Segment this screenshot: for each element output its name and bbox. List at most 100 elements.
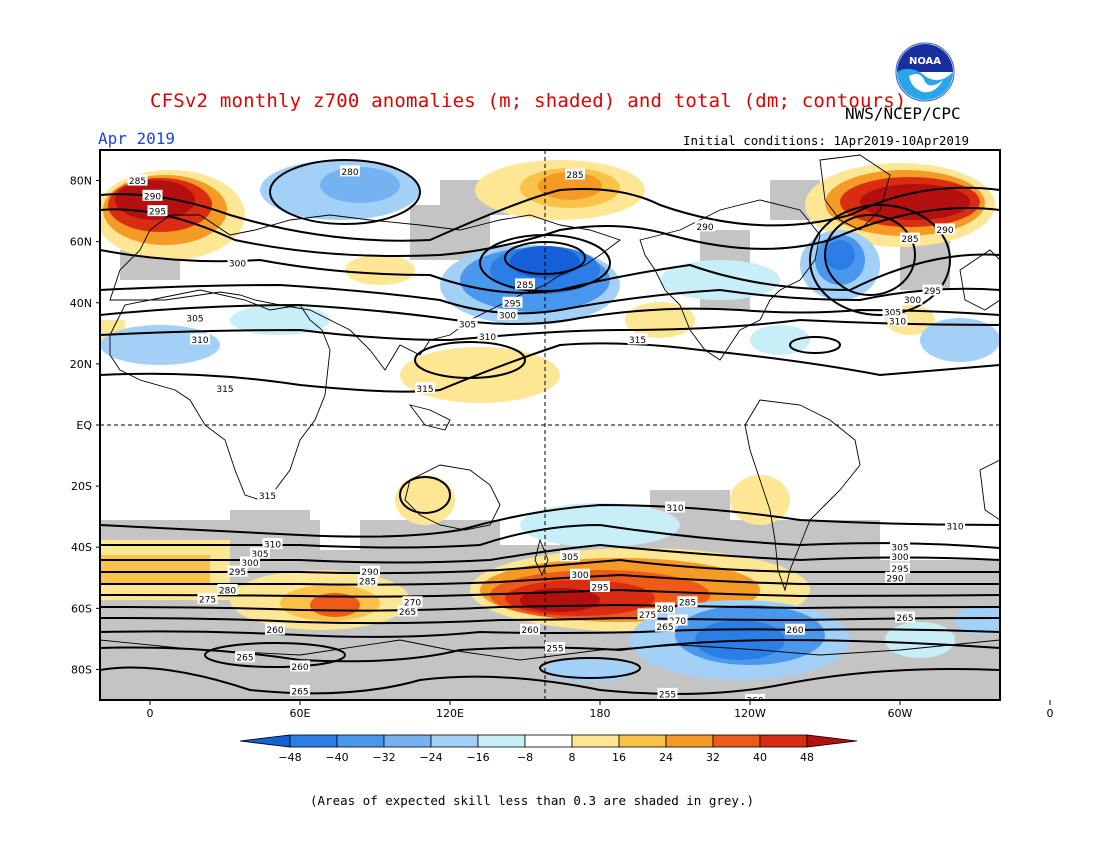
colorbar-swatch [336,734,385,748]
svg-text:290: 290 [886,574,903,584]
svg-text:305: 305 [561,553,578,563]
contour-label: 315 [215,382,235,395]
svg-text:295: 295 [229,568,246,578]
svg-text:280: 280 [341,168,358,178]
longitude-axis: 0 60E 120E 180 120W 60W 0 [147,700,1054,720]
contour-label: 310 [665,501,685,514]
svg-text:290: 290 [696,223,713,233]
svg-text:285: 285 [359,577,376,587]
svg-text:310: 310 [666,504,683,514]
svg-text:310: 310 [946,522,963,532]
svg-text:280: 280 [219,587,236,597]
colorbar-tick-label: −48 [278,751,301,764]
svg-text:265: 265 [291,687,308,697]
svg-text:260: 260 [786,626,803,636]
contour-label: 265 [235,651,255,664]
lat-tick-label: 40N [70,297,92,310]
contour-label: 290 [142,189,163,202]
lon-tick-label: 0 [147,707,154,720]
colorbar-tick-label: −8 [517,751,533,764]
skill-footnote: (Areas of expected skill less than 0.3 a… [310,793,755,808]
contour-label: 295 [502,296,523,309]
contour-label: 265 [290,684,310,697]
contour-label: 270 [667,614,688,627]
contour-label: 290 [360,565,380,578]
contour-label: 305 [890,541,910,554]
svg-text:265: 265 [896,614,913,624]
contour-label: 260 [520,623,540,636]
contour-label: 305 [882,305,903,318]
contour-label: 285 [565,168,585,181]
svg-text:295: 295 [149,208,166,218]
svg-text:270: 270 [669,617,686,627]
contour-label: 295 [227,565,248,578]
contour-label: 280 [655,602,675,615]
noaa-logo-icon: NOAA [895,42,955,102]
svg-text:290: 290 [144,192,161,202]
svg-text:275: 275 [199,596,216,606]
contour-label: 300 [497,309,518,322]
lat-tick-label: 60S [71,602,92,615]
contour-label: 305 [185,312,205,325]
contour-label: 285 [127,174,148,187]
contour-label: 315 [627,333,648,346]
svg-text:280: 280 [656,605,673,615]
lat-tick-label: 40S [71,541,92,554]
svg-text:265: 265 [656,623,673,633]
svg-text:315: 315 [629,336,646,346]
lon-tick-label: 60W [888,707,913,720]
svg-text:265: 265 [236,654,253,664]
forecast-month: Apr 2019 [98,129,176,148]
lon-tick-label: 120E [436,707,464,720]
svg-text:310: 310 [191,336,208,346]
initial-conditions: Initial conditions: 1Apr2019-10Apr2019 [683,133,969,148]
svg-text:300: 300 [571,571,588,581]
colorbar-tick-label: 24 [659,751,673,764]
height-contours [100,159,1000,695]
svg-text:295: 295 [591,583,608,593]
contour-label: 275 [197,593,218,606]
colorbar-tick-label: −40 [325,751,348,764]
svg-text:260: 260 [266,626,283,636]
contour-label: 265 [655,620,675,633]
lat-tick-label: 60N [70,236,92,249]
noaa-logo-text: NOAA [909,56,941,67]
svg-text:300: 300 [499,312,516,322]
svg-text:270: 270 [404,599,421,609]
colorbar-swatch [759,734,808,748]
svg-text:275: 275 [639,611,656,621]
svg-text:310: 310 [479,333,496,343]
colorbar-tick-label: 48 [800,751,814,764]
colorbar-swatch [665,734,714,748]
contour-label: 275 [637,608,658,621]
contour-label: 255 [545,642,565,655]
svg-text:290: 290 [936,226,953,236]
contour-label: 300 [240,556,260,569]
svg-text:295: 295 [504,299,521,309]
contour-label: 290 [885,571,905,584]
contour-label: 260 [290,660,310,673]
contour-label: 260 [785,623,805,636]
contour-label: 305 [250,547,270,560]
contour-label: 310 [887,315,908,328]
contour-label: 315 [257,489,278,502]
svg-text:315: 315 [259,492,276,502]
colorbar-swatch [383,734,432,748]
colorbar-tick-label: −32 [372,751,395,764]
contour-label: 295 [890,562,910,575]
colorbar-tick-label: 8 [569,751,576,764]
colorbar-swatch [477,734,526,748]
contour-label: 310 [477,330,498,343]
contour-label: 260 [745,694,765,700]
svg-text:260: 260 [291,663,308,673]
contour-label: 285 [900,232,920,245]
contour-label: 315 [415,382,435,395]
svg-text:315: 315 [1009,367,1026,377]
contour-label: 265 [895,611,915,624]
svg-text:300: 300 [241,559,258,569]
svg-text:285: 285 [129,177,146,187]
svg-text:315: 315 [416,385,433,395]
contour-label: 300 [902,293,923,306]
contour-label: 285 [515,278,535,291]
